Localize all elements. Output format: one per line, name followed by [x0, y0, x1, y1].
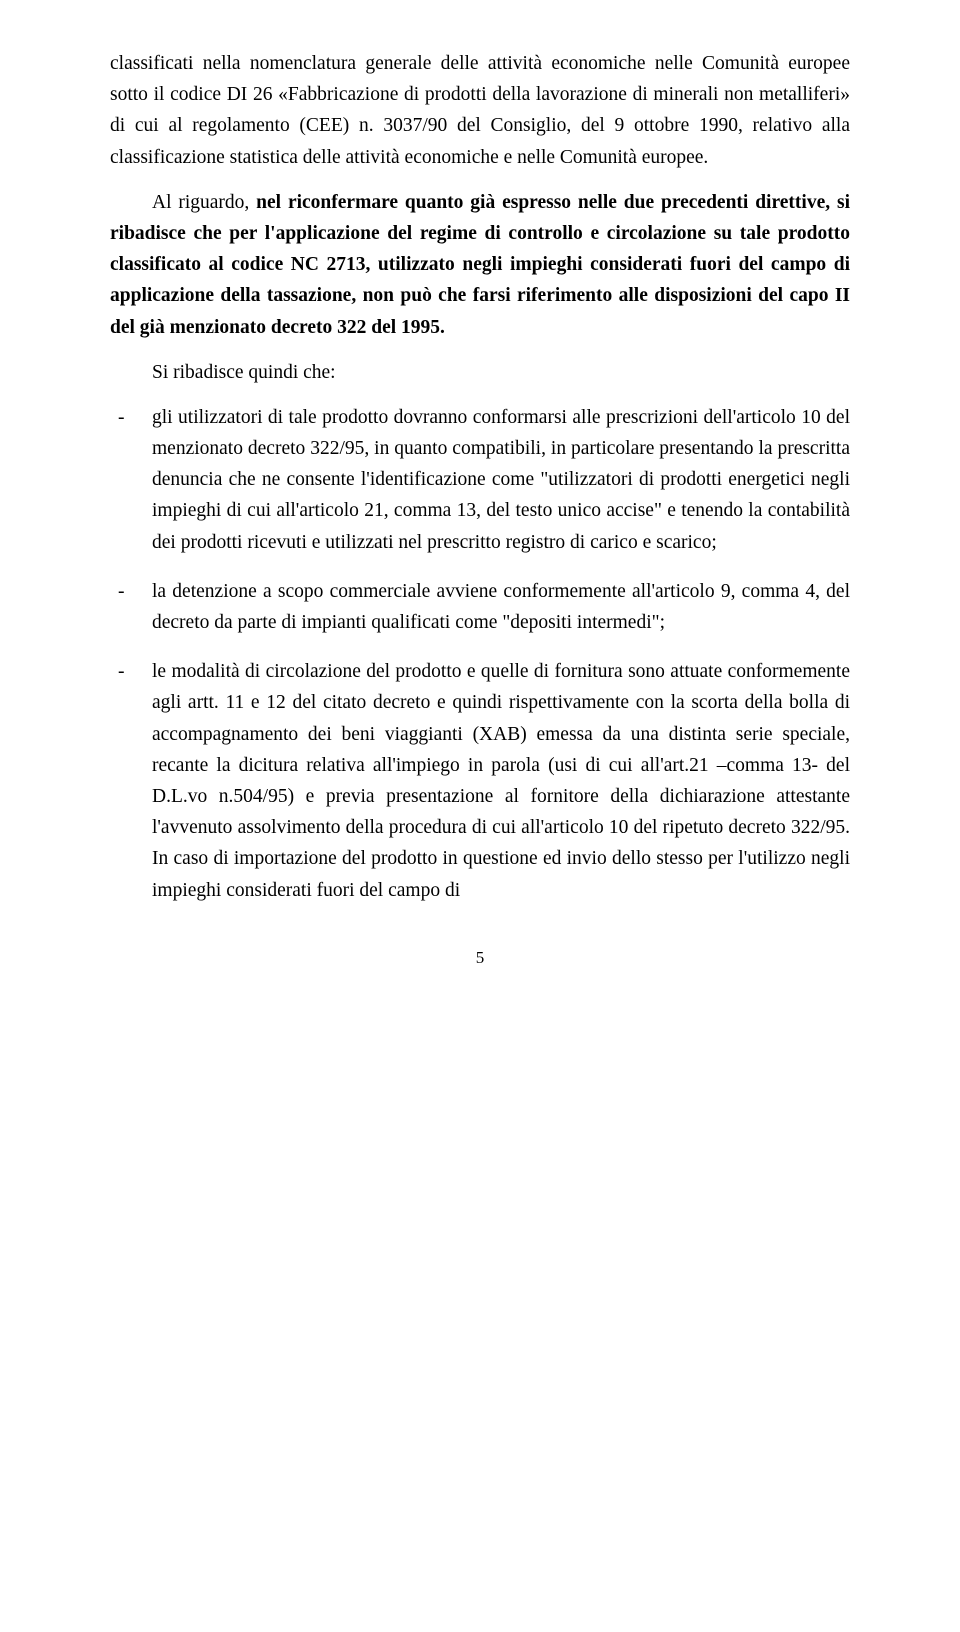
- paragraph-3: Si ribadisce quindi che:: [110, 357, 850, 388]
- paragraph-2-bold: nel riconfermare quanto già espresso nel…: [110, 192, 850, 338]
- paragraph-2: Al riguardo, nel riconfermare quanto già…: [110, 187, 850, 343]
- bullet-item-2: la detenzione a scopo commerciale avvien…: [110, 576, 850, 638]
- page-number: 5: [110, 948, 850, 968]
- bullet-item-3: le modalità di circolazione del prodotto…: [110, 656, 850, 906]
- bullet-item-1: gli utilizzatori di tale prodotto dovran…: [110, 402, 850, 558]
- bullet-list: gli utilizzatori di tale prodotto dovran…: [110, 402, 850, 906]
- paragraph-1: classificati nella nomenclatura generale…: [110, 48, 850, 173]
- paragraph-2-pre: Al riguardo,: [152, 192, 256, 213]
